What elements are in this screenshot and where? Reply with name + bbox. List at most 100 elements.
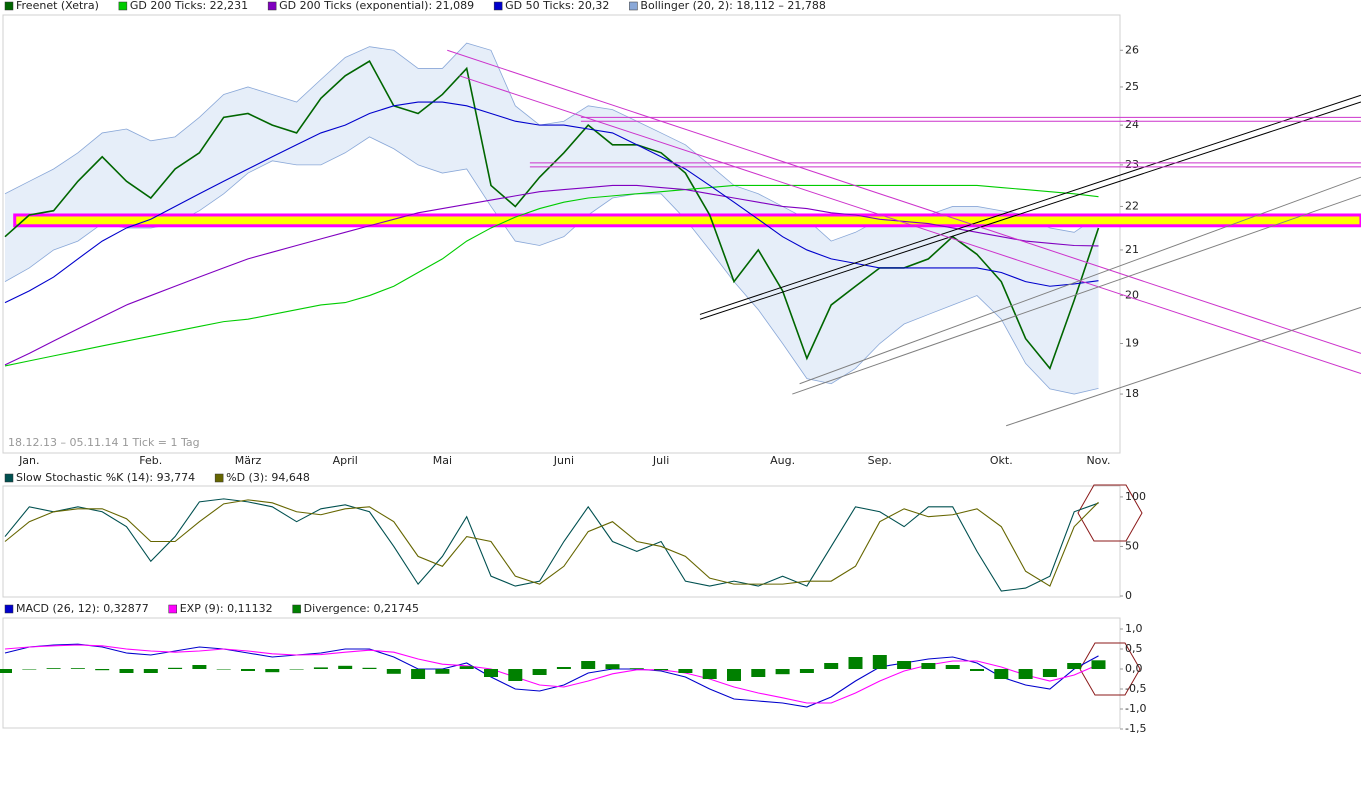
divergence-bar <box>848 657 863 669</box>
x-tick-label: Feb. <box>139 454 162 467</box>
divergence-bar <box>119 669 134 673</box>
x-tick-label: Jan. <box>18 454 39 467</box>
trendline <box>799 176 1361 385</box>
y-tick-label: 20 <box>1125 289 1139 302</box>
y-tick-label: 21 <box>1125 243 1139 256</box>
y-tick-label: 50 <box>1125 539 1139 552</box>
divergence-bar <box>945 665 960 669</box>
trendline <box>699 94 1361 315</box>
series-line <box>4 499 1099 587</box>
legend-label: %D (3): 94,648 <box>226 471 310 484</box>
support-band <box>13 213 1361 228</box>
trendline <box>792 194 1361 395</box>
legend-label: GD 50 Ticks: 20,32 <box>505 0 609 12</box>
macd-panel <box>2 617 1121 729</box>
divergence-bar <box>1091 660 1106 669</box>
x-tick-label: Juli <box>652 454 669 467</box>
legend-swatch <box>493 1 503 11</box>
divergence-bar <box>824 663 839 669</box>
divergence-bar <box>70 668 85 669</box>
divergence-bar <box>897 661 912 669</box>
series-line <box>4 101 1099 304</box>
legend-label: EXP (9): 0,11132 <box>180 602 273 615</box>
trendline <box>699 101 1361 320</box>
footnote: 18.12.13 – 05.11.14 1 Tick = 1 Tag <box>8 436 200 449</box>
divergence-bar <box>459 666 474 669</box>
divergence-bar <box>362 667 377 669</box>
y-tick-label: 22 <box>1125 199 1139 212</box>
legend-label: MACD (26, 12): 0,32877 <box>16 602 149 615</box>
legend-label: GD 200 Ticks (exponential): 21,089 <box>279 0 474 12</box>
divergence-bar <box>702 669 717 679</box>
divergence-bar <box>872 655 887 669</box>
legend-swatch <box>214 473 224 483</box>
divergence-bar <box>265 669 280 673</box>
divergence-bar <box>289 669 304 670</box>
y-tick-label: -0,5 <box>1125 682 1146 695</box>
legend-label: GD 200 Ticks: 22,231 <box>130 0 248 12</box>
divergence-bar <box>1018 669 1033 679</box>
series-line <box>4 184 1099 366</box>
divergence-bar <box>192 665 207 669</box>
legend-swatch <box>4 1 14 11</box>
legend-swatch <box>267 1 277 11</box>
legend-swatch <box>168 604 177 614</box>
x-tick-label: Sep. <box>868 454 892 467</box>
divergence-bar <box>22 669 37 670</box>
divergence-bar <box>168 667 183 669</box>
x-tick-label: Okt. <box>990 454 1013 467</box>
divergence-bar <box>241 669 255 671</box>
divergence-bar <box>605 664 620 669</box>
y-tick-label: 18 <box>1125 387 1139 400</box>
legend-swatch <box>292 604 301 614</box>
legend-swatch <box>629 1 638 11</box>
series-line <box>4 644 1099 704</box>
trendline <box>1006 306 1361 427</box>
legend-label: Freenet (Xetra) <box>16 0 99 12</box>
legend-swatch <box>4 473 14 483</box>
series-line <box>4 498 1099 592</box>
y-tick-label: 0 <box>1125 589 1132 602</box>
x-tick-label: Juni <box>553 454 574 467</box>
divergence-bar <box>751 669 766 677</box>
highlight-hexagon <box>1077 484 1143 542</box>
legend-label: Bollinger (20, 2): 18,112 – 21,788 <box>640 0 825 12</box>
divergence-bar <box>799 669 814 673</box>
divergence-bar <box>216 669 231 670</box>
divergence-bar <box>556 667 571 669</box>
divergence-bar <box>338 665 353 669</box>
y-tick-label: 0,5 <box>1125 642 1143 655</box>
divergence-bar <box>581 661 596 669</box>
legend-label: Slow Stochastic %K (14): 93,774 <box>16 471 195 484</box>
y-tick-label: 25 <box>1125 80 1139 93</box>
divergence-bar <box>0 669 12 673</box>
divergence-bar <box>532 669 547 675</box>
divergence-bar <box>970 669 984 671</box>
divergence-bar <box>508 669 523 681</box>
divergence-bar <box>1042 669 1057 677</box>
price-panel <box>2 14 1121 454</box>
y-tick-label: -1,5 <box>1125 722 1146 735</box>
series-line <box>4 184 1099 367</box>
divergence-bar <box>654 669 669 671</box>
y-tick-label: 0,0 <box>1125 662 1143 675</box>
y-tick-label: -1,0 <box>1125 702 1146 715</box>
divergence-bar <box>435 669 450 674</box>
trendline <box>459 75 1361 374</box>
divergence-bar <box>727 669 741 681</box>
y-tick-label: 100 <box>1125 490 1146 503</box>
y-tick-label: 23 <box>1125 158 1139 171</box>
x-tick-label: April <box>333 454 358 467</box>
series-line <box>4 643 1099 708</box>
x-tick-label: Aug. <box>770 454 795 467</box>
divergence-bar <box>629 668 644 669</box>
x-tick-label: Nov. <box>1086 454 1110 467</box>
divergence-bar <box>775 669 790 675</box>
divergence-bar <box>46 668 61 669</box>
divergence-bar <box>313 667 328 669</box>
divergence-bar <box>678 669 693 673</box>
divergence-bar <box>1067 663 1082 669</box>
legend-label: Divergence: 0,21745 <box>304 602 419 615</box>
x-tick-label: Mai <box>433 454 452 467</box>
